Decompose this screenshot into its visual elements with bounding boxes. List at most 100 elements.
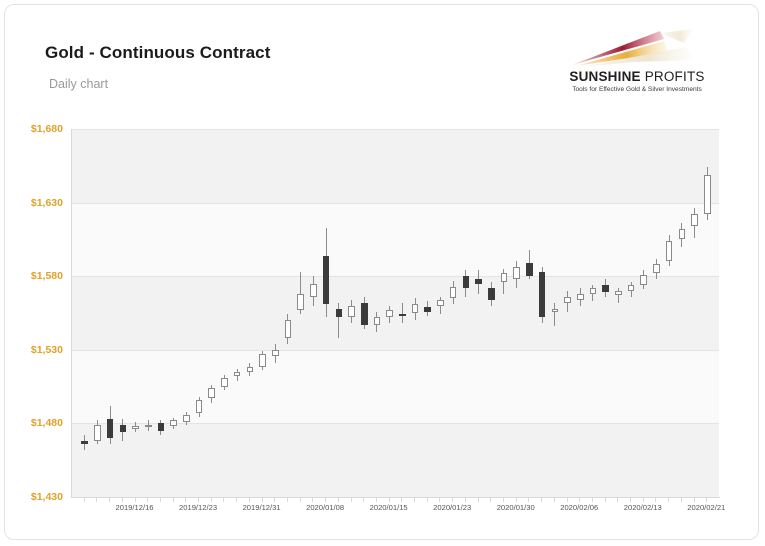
candlestick [538,129,546,497]
logo-wordmark: SUNSHINE PROFITS [556,69,718,84]
candlestick [411,129,419,497]
x-axis-tick [223,497,225,502]
candle-body [386,310,393,318]
candlestick [183,129,190,497]
plot-band [72,423,719,497]
candlestick [119,129,127,497]
candlestick [170,129,177,497]
candle-wick [401,302,403,324]
candle-body [221,377,228,387]
candlestick [373,129,381,497]
candlestick [437,129,444,497]
candle-body [678,229,686,240]
x-axis-tick [236,497,238,502]
candlestick [399,129,406,497]
x-axis-tick [210,497,212,502]
gridline [72,202,719,204]
candle-wick [300,271,302,315]
candle-body [475,279,482,284]
gridline [72,349,719,351]
x-axis-line [71,497,720,498]
x-axis-tick [464,497,466,502]
candle-body [246,367,254,372]
x-axis-tick [642,497,644,502]
candle-body [360,302,368,325]
x-axis-tick [375,497,377,502]
x-axis-tick-label: 2019/12/31 [242,503,281,512]
candle-body [373,317,381,325]
candle-body [271,349,279,356]
candle-body [551,308,559,312]
x-axis-tick [426,497,428,502]
x-axis-tick [325,497,327,502]
x-axis-tick [185,497,187,502]
candlestick [475,129,482,497]
candle-body [691,214,698,227]
candlestick [132,129,139,497]
candle-body [284,320,292,339]
candle-body [157,423,165,431]
x-axis-tick [706,497,708,502]
plot-band [72,349,719,424]
x-axis-tick [630,497,632,502]
chart-subtitle: Daily chart [49,77,109,91]
candlestick [259,129,266,497]
logo-tagline: Tools for Effective Gold & Silver Invest… [572,86,702,93]
candle-body [615,290,622,296]
candlestick [487,129,495,497]
candlestick [348,129,355,497]
candlestick [106,129,114,497]
candlestick [653,129,660,497]
x-axis-tick [655,497,657,502]
x-axis-tick [401,497,403,502]
candle-body [322,255,330,305]
x-axis-tick-label: 2019/12/16 [115,503,154,512]
candle-body [538,271,546,318]
candle-body [640,274,648,286]
candle-body [462,276,470,288]
candle-body [348,305,355,318]
x-axis-tick [541,497,543,502]
candle-body [437,299,444,306]
x-axis-tick [477,497,479,502]
candle-wick [617,287,619,303]
y-axis-labels: $1,680 $1,630 $1,580 $1,530 $1,480 $1,430 [5,5,63,539]
x-axis-tick [693,497,695,502]
x-axis-tick [248,497,250,502]
candlestick [513,129,520,497]
candlestick [462,129,470,497]
candlestick [233,129,241,497]
candle-body [183,414,190,422]
logo-name-bold: SUNSHINE [569,69,641,84]
x-axis-tick [109,497,111,502]
sunburst-rays-icon [572,29,694,67]
candlestick-plot [71,129,719,498]
candlestick [195,129,203,497]
candle-body [170,420,177,427]
candle-body [449,286,457,299]
x-axis-tick [287,497,288,502]
x-axis-tick-label: 2020/02/21 [687,503,726,512]
x-axis-tick [439,497,441,502]
candlestick [615,129,622,497]
candle-body [576,293,584,300]
candlestick [322,129,330,497]
candlestick [221,129,228,497]
candlestick [691,129,698,497]
candle-body [335,308,343,318]
x-axis-tick [668,497,670,502]
candlestick [386,129,393,497]
x-axis-tick-label: 2020/01/23 [433,503,472,512]
candle-body [627,285,635,291]
candle-body [411,304,419,313]
y-axis-tick-label: $1,430 [30,491,63,503]
candle-body [424,307,432,312]
candlestick [310,129,317,497]
gridline [72,276,719,278]
x-axis-tick [452,497,454,502]
x-axis-tick-label: 2020/02/13 [623,503,662,512]
candle-body [208,388,216,399]
x-axis-tick [299,497,301,502]
x-axis-tick-label: 2020/01/08 [306,503,345,512]
x-axis-tick [274,497,276,502]
